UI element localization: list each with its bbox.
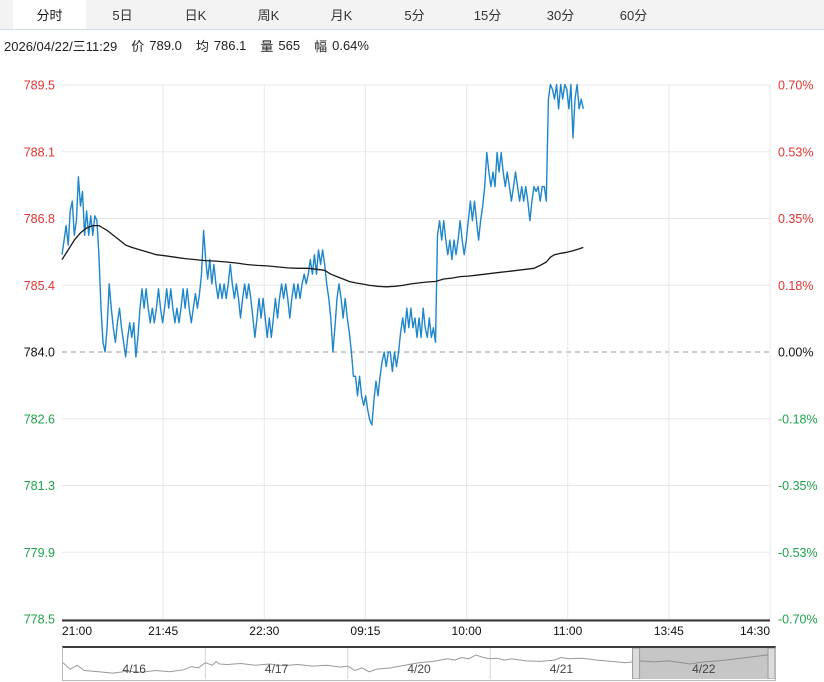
y-axis-label-right: 0.70%: [778, 79, 813, 93]
tab-5min[interactable]: 5分: [404, 8, 425, 23]
x-axis-label: 10:00: [452, 624, 482, 638]
quote-datetime: 2026/04/22/三11:29: [4, 39, 118, 54]
tab-daily-k[interactable]: 日K: [184, 8, 207, 23]
navigator-date-label[interactable]: 4/17: [265, 662, 289, 676]
x-axis-label: 21:00: [62, 624, 92, 638]
tab-5day[interactable]: 5日: [112, 8, 133, 23]
x-axis-label: 09:15: [350, 624, 380, 638]
timeshare-chart[interactable]: 789.5 0.70% 788.1 0.53% 786.8 0.35% 785.4 0.18%…: [0, 60, 824, 645]
y-axis-label-left: 784.0: [24, 346, 55, 360]
quote-average-group: 均 786.1: [196, 36, 247, 55]
date-navigator[interactable]: 4/16 4/17 4/20 4/21 4/22: [62, 646, 776, 681]
price-value: 789.0: [149, 38, 182, 53]
average-value: 786.1: [213, 38, 247, 53]
tab-30min[interactable]: 30分: [546, 8, 575, 23]
tab-15min[interactable]: 15分: [473, 8, 502, 23]
y-axis-label-left: 782.6: [24, 412, 55, 426]
period-tab-bar: 分时 5日 日K 周K 月K 5分 15分 30分 60分: [0, 0, 824, 30]
volume-value: 565: [278, 38, 301, 53]
navigator-selection[interactable]: [632, 648, 775, 679]
price-label: 价: [131, 39, 145, 54]
y-axis-label-left: 778.5: [24, 613, 55, 627]
x-axis-label: 22:30: [249, 624, 279, 638]
x-axis-label: 21:45: [148, 624, 178, 638]
y-axis-label-right: -0.35%: [778, 479, 818, 493]
volume-label: 量: [260, 39, 274, 54]
quote-price-group: 价 789.0: [131, 36, 182, 55]
x-axis-label: 13:45: [654, 624, 684, 638]
average-line: [61, 224, 584, 288]
y-axis-label-left: 786.8: [24, 212, 55, 226]
y-axis-label-right: 0.18%: [778, 279, 813, 293]
tab-60min[interactable]: 60分: [619, 8, 648, 23]
quote-range-group: 幅 0.64%: [314, 36, 369, 55]
y-axis-label-right: -0.18%: [778, 412, 818, 426]
navigator-canvas[interactable]: 4/16 4/17 4/20 4/21 4/22: [63, 648, 775, 679]
y-axis-label-right: -0.70%: [778, 613, 818, 627]
navigator-handle-right[interactable]: [767, 648, 775, 679]
y-axis-label-left: 785.4: [24, 279, 55, 293]
range-label: 幅: [314, 39, 328, 54]
tab-monthly-k[interactable]: 月K: [330, 8, 353, 23]
navigator-handle-left[interactable]: [632, 648, 641, 679]
average-label: 均: [195, 39, 209, 54]
navigator-date-label[interactable]: 4/16: [123, 662, 147, 676]
tab-timeshare[interactable]: 分时: [13, 0, 86, 29]
price-line: [61, 83, 584, 426]
y-axis-label-left: 788.1: [24, 145, 55, 159]
y-axis-label-left: 779.9: [24, 546, 55, 560]
navigator-date-label[interactable]: 4/21: [550, 662, 574, 676]
y-axis-label-left: 781.3: [24, 479, 55, 493]
navigator-date-label[interactable]: 4/22: [692, 662, 716, 676]
x-axis-label: 11:00: [553, 624, 582, 638]
y-axis-label-left: 789.5: [24, 79, 55, 93]
quote-volume-group: 量 565: [260, 36, 300, 55]
y-axis-label-right: 0.00%: [778, 346, 813, 360]
tab-weekly-k[interactable]: 周K: [257, 8, 280, 23]
y-axis-label-right: 0.53%: [778, 145, 813, 159]
navigator-date-label[interactable]: 4/20: [407, 662, 431, 676]
y-axis-label-right: -0.53%: [778, 546, 818, 560]
quote-info-bar: 2026/04/22/三11:29 价 789.0 均 786.1 量 565 …: [0, 31, 824, 60]
range-value: 0.64%: [332, 38, 369, 53]
y-axis-label-right: 0.35%: [778, 212, 813, 226]
x-axis-label: 14:30: [740, 624, 770, 638]
